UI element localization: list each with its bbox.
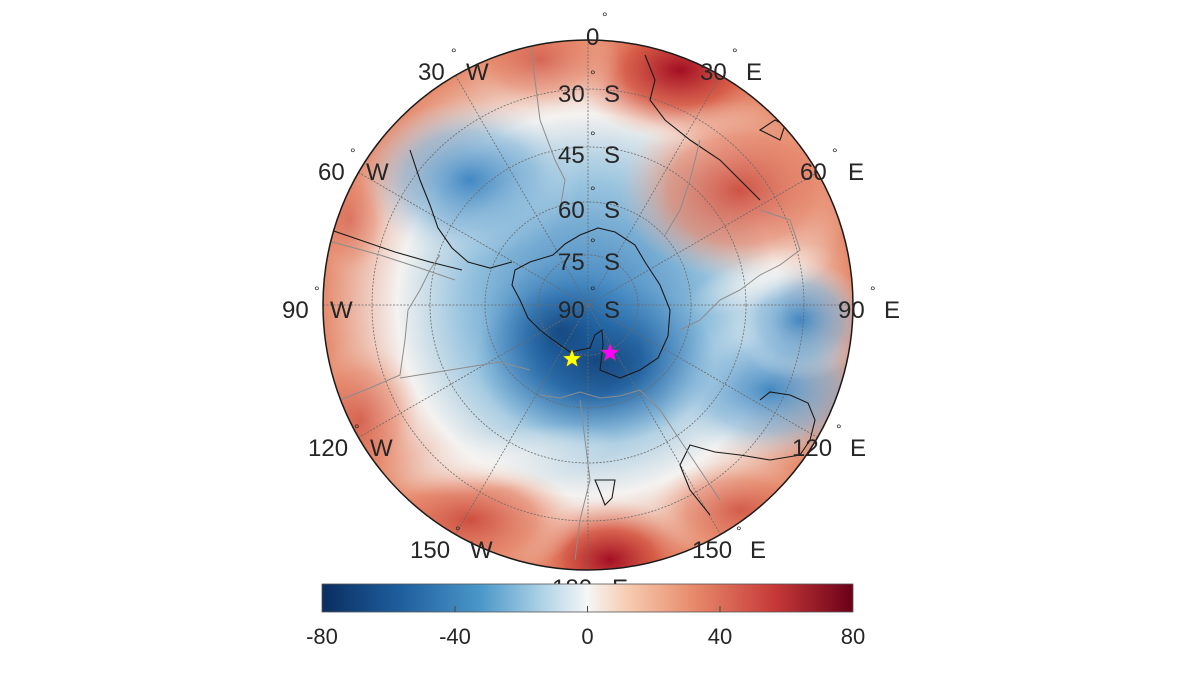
lon-suffix: W (330, 297, 353, 324)
lon-suffix: W (466, 59, 489, 86)
colorbar-tick-min: -80 (306, 624, 338, 649)
degree-symbol: ° (590, 283, 596, 299)
lon-suffix: E (746, 59, 762, 86)
degree-symbol: ° (354, 421, 360, 437)
degree-symbol: ° (590, 128, 596, 144)
colorbar-tick: -40 (439, 624, 471, 649)
lon-suffix: E (850, 435, 866, 462)
colorbar-tick-max: 80 (841, 624, 865, 649)
lat-label-75s: 75 (558, 249, 585, 276)
lon-label-60e: 60 (800, 159, 827, 186)
longitude-labels: 0 ° 30 ° E 60 ° E 90 ° E 120 ° E 150 ° E… (282, 9, 900, 602)
lat-suffix: S (604, 249, 620, 276)
colorbar-tick-zero: 0 (581, 624, 593, 649)
degree-symbol: ° (590, 235, 596, 251)
lon-suffix: W (370, 435, 393, 462)
lat-label-60s: 60 (558, 197, 585, 224)
colorbar: -80 -40 0 40 80 (306, 583, 865, 649)
lon-label-120w: 120 (308, 435, 348, 462)
lat-label-45s: 45 (558, 142, 585, 169)
degree-symbol: ° (870, 283, 876, 299)
yellow-star-marker (561, 348, 583, 368)
degree-symbol: ° (732, 45, 738, 61)
lon-suffix: W (470, 537, 493, 564)
lon-suffix: E (848, 159, 864, 186)
lon-label-150e: 150 (692, 537, 732, 564)
lat-label-90s: 90 (558, 297, 585, 324)
lat-suffix: S (604, 142, 620, 169)
degree-symbol: ° (590, 67, 596, 83)
degree-symbol: ° (455, 523, 461, 539)
degree-symbol: ° (590, 183, 596, 199)
degree-symbol: ° (314, 283, 320, 299)
lon-label-30w: 30 (418, 59, 445, 86)
degree-symbol: ° (832, 145, 838, 161)
colorbar-tick: 40 (708, 624, 732, 649)
lon-label-150w: 150 (410, 537, 450, 564)
degree-symbol: ° (736, 523, 742, 539)
lon-label-90w: 90 (282, 297, 309, 324)
lat-suffix: S (604, 297, 620, 324)
plate-boundaries (324, 40, 801, 561)
lat-label-30s: 30 (558, 81, 585, 108)
coastlines (324, 54, 816, 516)
lat-suffix: S (604, 197, 620, 224)
lon-suffix: W (366, 159, 389, 186)
anomaly-field (323, 40, 853, 570)
lat-suffix: S (604, 81, 620, 108)
latitude-labels: 30 ° S 45 ° S 60 ° S 75 ° S 90 ° S (558, 67, 620, 324)
degree-symbol: ° (350, 145, 356, 161)
lon-suffix: E (884, 297, 900, 324)
lon-label-90e: 90 (838, 297, 865, 324)
degree-symbol: ° (836, 421, 842, 437)
lon-label-120e: 120 (792, 435, 832, 462)
lon-suffix: E (750, 537, 766, 564)
lon-label-60w: 60 (318, 159, 345, 186)
degree-symbol: ° (451, 45, 457, 61)
graticule (323, 40, 853, 570)
degree-symbol: ° (602, 9, 608, 25)
magenta-star-marker (599, 342, 621, 362)
map-frame (322, 39, 854, 571)
lon-label-30e: 30 (700, 59, 727, 86)
lon-label-0: 0 (586, 24, 599, 51)
